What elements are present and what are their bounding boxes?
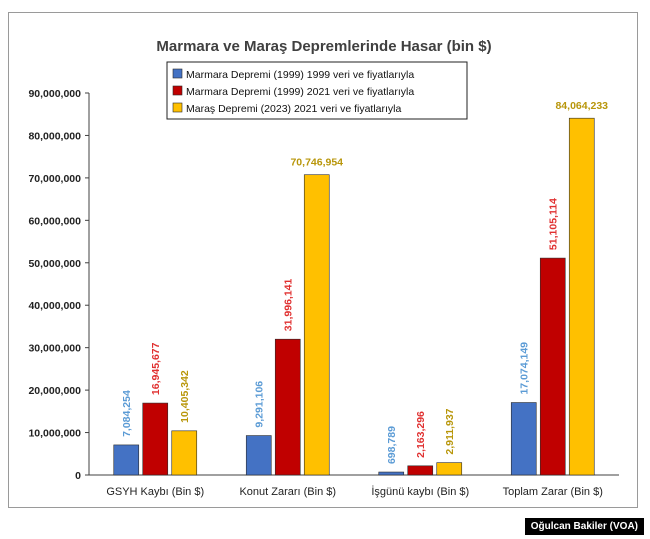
x-tick-label: GSYH Kaybı (Bin $) <box>106 486 204 498</box>
bar <box>113 444 140 476</box>
y-tick-label: 30,000,000 <box>28 343 81 355</box>
bar <box>568 117 595 476</box>
bar <box>303 174 330 476</box>
data-label: 31,996,141 <box>283 278 295 331</box>
bar <box>274 338 301 476</box>
bar <box>245 435 272 476</box>
data-label: 7,084,254 <box>121 390 133 437</box>
photo-credit: Oğulcan Bakiler (VOA) <box>524 518 644 535</box>
y-tick-label: 80,000,000 <box>28 130 81 142</box>
y-tick-label: 40,000,000 <box>28 300 81 312</box>
x-tick-label: Toplam Zarar (Bin $) <box>503 486 603 498</box>
data-label: 17,074,149 <box>519 342 531 395</box>
chart-title: Marmara ve Maraş Depremlerinde Hasar (bi… <box>156 38 491 55</box>
y-tick-label: 10,000,000 <box>28 428 81 440</box>
bars: 7,084,254 16,945,677 10,405,342 9,291,106 31… <box>113 100 608 476</box>
bar-chart: Marmara ve Maraş Depremlerinde Hasar (bi… <box>28 38 619 498</box>
bar <box>407 465 434 476</box>
y-tick-label: 70,000,000 <box>28 173 81 185</box>
legend-label: Marmara Depremi (1999) 1999 veri ve fiya… <box>186 69 414 81</box>
y-tick-label: 60,000,000 <box>28 215 81 227</box>
bar <box>436 462 463 476</box>
data-label: 2,911,937 <box>444 408 456 454</box>
legend-swatch <box>172 85 183 96</box>
bar <box>378 471 405 476</box>
data-label: 16,945,677 <box>150 342 162 395</box>
legend-box <box>166 61 468 120</box>
bar <box>171 430 198 476</box>
data-label: 51,105,114 <box>548 198 560 250</box>
legend: Marmara Depremi (1999) 1999 veri ve fiya… <box>166 61 468 120</box>
y-tick-label: 50,000,000 <box>28 258 81 270</box>
x-tick-label: Konut Zararı (Bin $) <box>239 486 336 498</box>
legend-label: Marmara Depremi (1999) 2021 veri ve fiya… <box>186 86 414 98</box>
data-label: 2,163,296 <box>415 411 427 458</box>
legend-swatch <box>172 102 183 113</box>
y-tick-label: 90,000,000 <box>28 88 81 100</box>
bar <box>142 402 169 476</box>
y-tick-label: 0 <box>75 470 81 482</box>
data-label: 9,291,106 <box>254 381 266 428</box>
data-label: 698,789 <box>386 426 398 464</box>
axes: 0 10,000,000 20,000,000 30,000,000 40,000,00… <box>28 88 619 498</box>
bar <box>539 257 566 476</box>
data-label: 84,064,233 <box>555 100 608 112</box>
legend-label: Maraş Depremi (2023) 2021 veri ve fiyatl… <box>186 103 401 115</box>
data-label: 70,746,954 <box>290 157 343 169</box>
chart-frame: Marmara ve Maraş Depremlerinde Hasar (bi… <box>8 12 638 508</box>
legend-swatch <box>172 68 183 79</box>
bar <box>510 402 537 476</box>
data-label: 10,405,342 <box>179 370 191 423</box>
x-tick-label: İşgünü kaybı (Bin $) <box>371 485 469 498</box>
y-tick-label: 20,000,000 <box>28 385 81 397</box>
